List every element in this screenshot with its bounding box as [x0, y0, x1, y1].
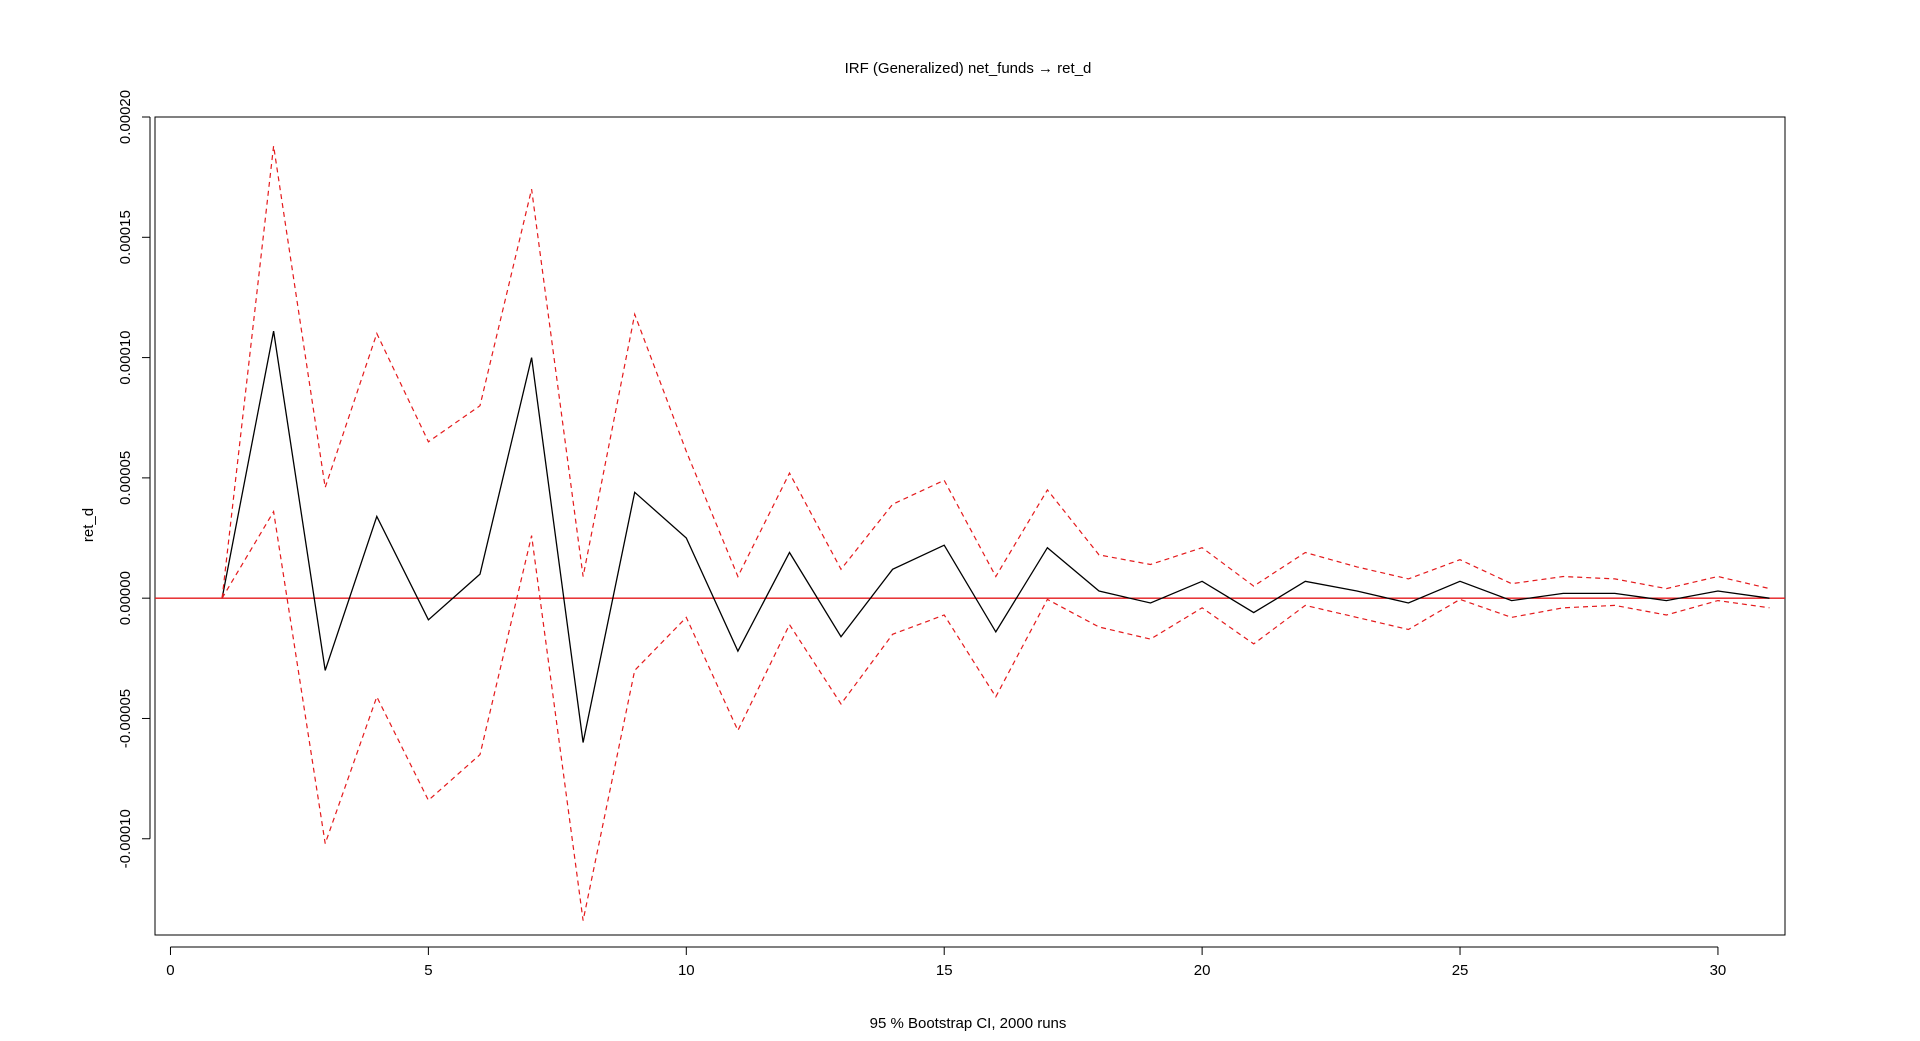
y-tick-label: 0.00005: [117, 451, 134, 505]
x-tick-label: 10: [678, 962, 695, 979]
series-line-lower-ci: [221, 509, 1770, 921]
y-tick-label: -0.00005: [117, 689, 134, 748]
x-tick-label: 15: [936, 962, 953, 979]
x-tick-label: 0: [166, 962, 174, 979]
y-tick-label: -0.00010: [117, 809, 134, 868]
chart-title: IRF (Generalized) net_funds → ret_d: [845, 60, 1092, 77]
y-tick-label: 0.00015: [117, 210, 134, 264]
y-axis: -0.00010 -0.00005 0.00000 0.00005 0.00010 0.0…: [117, 90, 151, 868]
y-tick-label: 0.00020: [117, 90, 134, 144]
x-axis: 0 5 10 15 20 25 30: [166, 946, 1727, 979]
plot-frame: [154, 116, 1786, 936]
series-line-irf: [221, 330, 1770, 743]
x-axis-label: 95 % Bootstrap CI, 2000 runs: [870, 1015, 1067, 1032]
x-tick-label: 5: [424, 962, 432, 979]
y-tick-label: 0.00000: [117, 571, 134, 625]
x-tick-label: 25: [1452, 962, 1469, 979]
series-line-upper-ci: [221, 145, 1770, 599]
x-tick-label: 30: [1710, 962, 1727, 979]
plot-area: [155, 145, 1785, 921]
y-axis-label: ret_d: [80, 508, 97, 542]
x-tick-label: 20: [1194, 962, 1211, 979]
y-tick-label: 0.00010: [117, 330, 134, 384]
